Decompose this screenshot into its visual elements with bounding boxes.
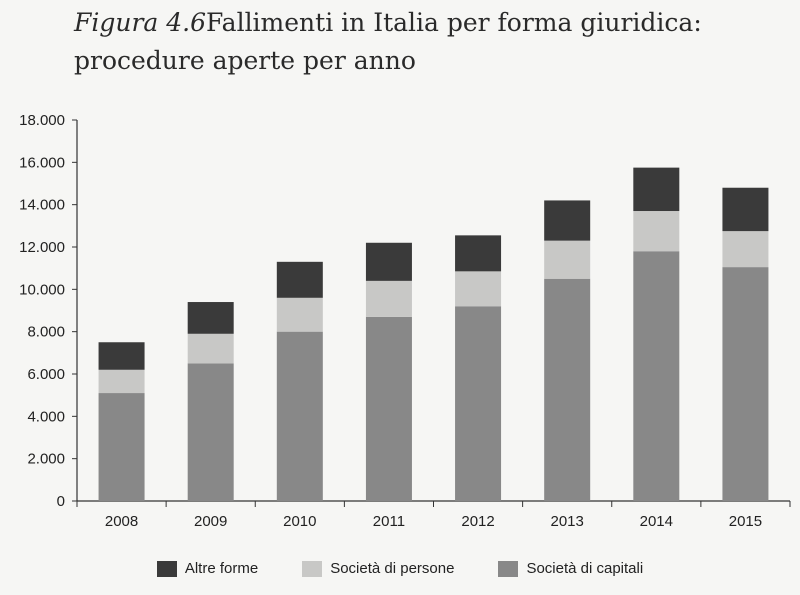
chart-subtitle: procedure aperte per anno — [74, 46, 416, 75]
figure-number: Figura 4.6 — [74, 8, 207, 37]
chart-title: Figura 4.6Fallimenti in Italia per forma… — [74, 4, 774, 80]
bar-segment — [455, 235, 502, 272]
title-text: Fallimenti in Italia per forma giuridica… — [206, 8, 702, 37]
legend-label: Altre forme — [184, 560, 259, 577]
x-tick-label: 2010 — [283, 513, 316, 530]
legend-label: Società di persone — [330, 560, 455, 577]
bar-segment — [722, 267, 769, 501]
y-tick-label: 18.000 — [19, 112, 65, 129]
bar-segment — [722, 187, 769, 232]
y-tick-label: 14.000 — [19, 197, 65, 214]
bar-segment — [633, 167, 680, 212]
y-tick-label: 2.000 — [27, 451, 65, 468]
title-line-1: Figura 4.6Fallimenti in Italia per forma… — [74, 4, 774, 42]
y-tick-label: 0 — [57, 493, 65, 510]
legend-item-societa-di-persone: Società di persone — [302, 560, 454, 577]
bar-segment — [633, 211, 680, 252]
stacked-bar-chart: 0 2.000 4.000 6.000 8.000 10.000 12.000 14.000 1… — [19, 112, 791, 530]
y-tick-label: 16.000 — [19, 154, 65, 171]
bar-segment — [276, 297, 323, 332]
bar-segment — [98, 369, 145, 394]
x-tick-label: 2014 — [640, 513, 673, 530]
bar-segment — [455, 306, 502, 501]
bar-segment — [187, 363, 234, 501]
bar-segment — [633, 251, 680, 501]
y-tick-label: 10.000 — [19, 281, 65, 298]
bar-segment — [276, 331, 323, 501]
x-tick-label: 2009 — [194, 513, 227, 530]
legend-swatch — [498, 560, 519, 577]
bar-segment — [187, 333, 234, 364]
bar-segment — [722, 231, 769, 268]
bar-segment — [365, 316, 412, 501]
x-tick-label: 2008 — [105, 513, 138, 530]
bar-segment — [98, 393, 145, 501]
bar-segment — [276, 261, 323, 298]
bar-segment — [98, 342, 145, 370]
chart-legend: Altre forme Società di persone Società d… — [0, 560, 800, 577]
y-tick-label: 6.000 — [27, 366, 65, 383]
y-tick-label: 4.000 — [27, 408, 65, 425]
bar-segment — [544, 278, 591, 501]
bar-segment — [544, 200, 591, 241]
legend-swatch — [156, 560, 177, 577]
legend-label: Società di capitali — [526, 560, 644, 577]
legend-item-societa-di-capitali: Società di capitali — [498, 560, 643, 577]
bar-segment — [365, 280, 412, 317]
bar-segment — [455, 271, 502, 307]
bar-segment — [365, 242, 412, 281]
y-tick-label: 12.000 — [19, 239, 65, 256]
x-tick-label: 2012 — [461, 513, 494, 530]
x-tick-label: 2013 — [551, 513, 584, 530]
legend-swatch — [302, 560, 323, 577]
x-tick-label: 2011 — [373, 513, 405, 530]
legend-item-altre-forme: Altre forme — [156, 560, 259, 577]
bar-segment — [544, 240, 591, 279]
y-tick-label: 8.000 — [27, 324, 65, 341]
x-tick-label: 2015 — [729, 513, 762, 530]
bar-segment — [187, 302, 234, 334]
